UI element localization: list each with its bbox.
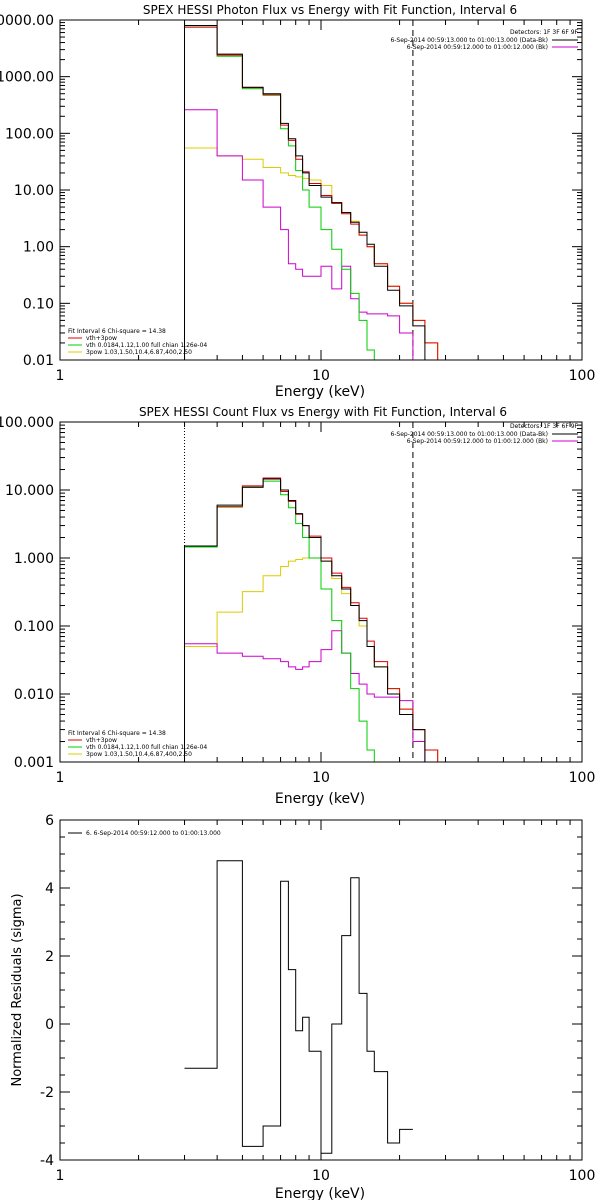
photon-flux-fit-header: Fit Interval 6 Chi-square = 14.38	[68, 328, 166, 335]
x-tick-label: 10	[312, 368, 330, 384]
x-tick-label: 1	[56, 770, 65, 786]
y-tick-label: 10.000	[5, 483, 54, 499]
bk-series-line	[184, 109, 425, 361]
x-tick-label: 1	[56, 1168, 65, 1184]
y-tick-label: 0.01	[23, 353, 54, 369]
photon-flux-legend-bk-label: 6-Sep-2014 00:59:12.000 to 01:00:12.000 …	[407, 44, 548, 51]
photon-flux-marks	[184, 20, 453, 361]
photon-flux-axes-frame	[59, 19, 583, 361]
count-flux-title: SPEX HESSI Count Flux vs Energy with Fit…	[139, 405, 507, 419]
residual-series-line	[184, 860, 413, 1154]
y-tick-label: 0.10	[23, 296, 54, 312]
residuals-marks	[184, 860, 413, 1154]
photon-flux-legend-3pow-label: 3pow 1.03,1.50,10.4,6.87,400,2.50	[86, 349, 192, 356]
x-tick-label: 1	[56, 368, 65, 384]
count-flux-xlabel: Energy (keV)	[275, 791, 365, 807]
y-tick-label: 10.00	[14, 183, 54, 199]
y-tick-label: 2	[45, 949, 54, 965]
y-tick-label: 1000.00	[0, 70, 54, 86]
y-tick-label: -4	[40, 1153, 54, 1169]
y-tick-label: 1.00	[23, 240, 54, 256]
residuals-ylabel: Normalized Residuals (sigma)	[10, 893, 25, 1086]
residuals-xlabel: Energy (keV)	[275, 1186, 365, 1200]
count-flux-ticks: 1 10 100 0.001 0.010 0.100 1.000 10.000 100.000	[0, 415, 595, 786]
count-flux-legend-3pow-label: 3pow 1.03,1.50,10.4,6.87,400,2.50	[86, 751, 192, 758]
x-tick-label: 100	[569, 1168, 596, 1184]
y-tick-label: 0	[45, 1017, 54, 1033]
count-flux-legend-vth-label: vth 0.0184,1.12,1.00 full chian 1.26e-04	[86, 744, 207, 751]
photon-flux-detectors-text: Detectors: 1F 3F 6F 9F	[510, 29, 579, 36]
photon-flux-panel: SPEX HESSI Photon Flux vs Energy with Fi…	[0, 3, 595, 400]
photon-flux-legend-vth-label: vth 0.0184,1.12,1.00 full chian 1.26e-04	[86, 342, 207, 349]
photon-flux-legend-data-bk-label: 6-Sep-2014 00:59:13.000 to 01:00:13.000 …	[390, 37, 548, 44]
y-tick-label: 0.100	[14, 619, 54, 635]
photon-flux-legend-top-right: Detectors: 1F 3F 6F 9F 6-Sep-2014 00:59:…	[390, 29, 578, 51]
count-flux-marks	[184, 422, 453, 763]
residuals-axes-frame	[59, 819, 583, 1161]
count-flux-legend-vth3pow-label: vth+3pow	[86, 737, 117, 744]
photon-flux-legend-bottom-left: Fit Interval 6 Chi-square = 14.38 vth+3p…	[68, 328, 207, 356]
vth-series-line	[184, 26, 375, 360]
x-tick-label: 10	[312, 1168, 330, 1184]
residuals-legend-label: 6. 6-Sep-2014 00:59:12.000 to 01:00:13.0…	[86, 830, 221, 837]
y-tick-label: 0.001	[14, 755, 54, 771]
residuals-legend: 6. 6-Sep-2014 00:59:12.000 to 01:00:13.0…	[68, 830, 221, 837]
count-flux-fit-header: Fit Interval 6 Chi-square = 14.38	[68, 730, 166, 737]
y-tick-label: 100.00	[5, 126, 54, 142]
count-flux-axes-frame	[59, 421, 583, 763]
photon-flux-legend-vth3pow-label: vth+3pow	[86, 335, 117, 342]
count-flux-panel: SPEX HESSI Count Flux vs Energy with Fit…	[0, 405, 595, 807]
x-tick-label: 100	[569, 368, 596, 384]
x-tick-label: 100	[569, 770, 596, 786]
count-flux-legend-bottom-left: Fit Interval 6 Chi-square = 14.38 vth+3p…	[68, 730, 207, 758]
y-tick-label: 6	[45, 813, 54, 829]
residuals-panel: Energy (keV) Normalized Residuals (sigma…	[10, 813, 595, 1200]
y-tick-label: 10000.00	[0, 13, 54, 29]
photon-flux-xlabel: Energy (keV)	[275, 384, 365, 400]
y-tick-label: 1.000	[14, 551, 54, 567]
photon-flux-title: SPEX HESSI Photon Flux vs Energy with Fi…	[143, 3, 517, 17]
bk-series-line	[184, 630, 426, 762]
y-tick-label: 4	[45, 881, 54, 897]
count-flux-detectors-text: Detectors: 1F 3F 6F 9F	[510, 423, 579, 430]
data-bk-series-line	[184, 478, 426, 762]
y-tick-label: -2	[40, 1085, 54, 1101]
y-tick-label: 0.010	[14, 687, 54, 703]
y-tick-label: 100.000	[0, 415, 54, 431]
count-flux-legend-bk-label: 6-Sep-2014 00:59:12.000 to 01:00:12.000 …	[407, 438, 548, 445]
x-tick-label: 10	[312, 770, 330, 786]
data-bk-series-line	[184, 25, 426, 360]
count-flux-legend-top-right: Detectors: 1F 3F 6F 9F 6-Sep-2014 00:59:…	[390, 423, 578, 445]
count-flux-legend-data-bk-label: 6-Sep-2014 00:59:13.000 to 01:00:13.000 …	[390, 431, 548, 438]
